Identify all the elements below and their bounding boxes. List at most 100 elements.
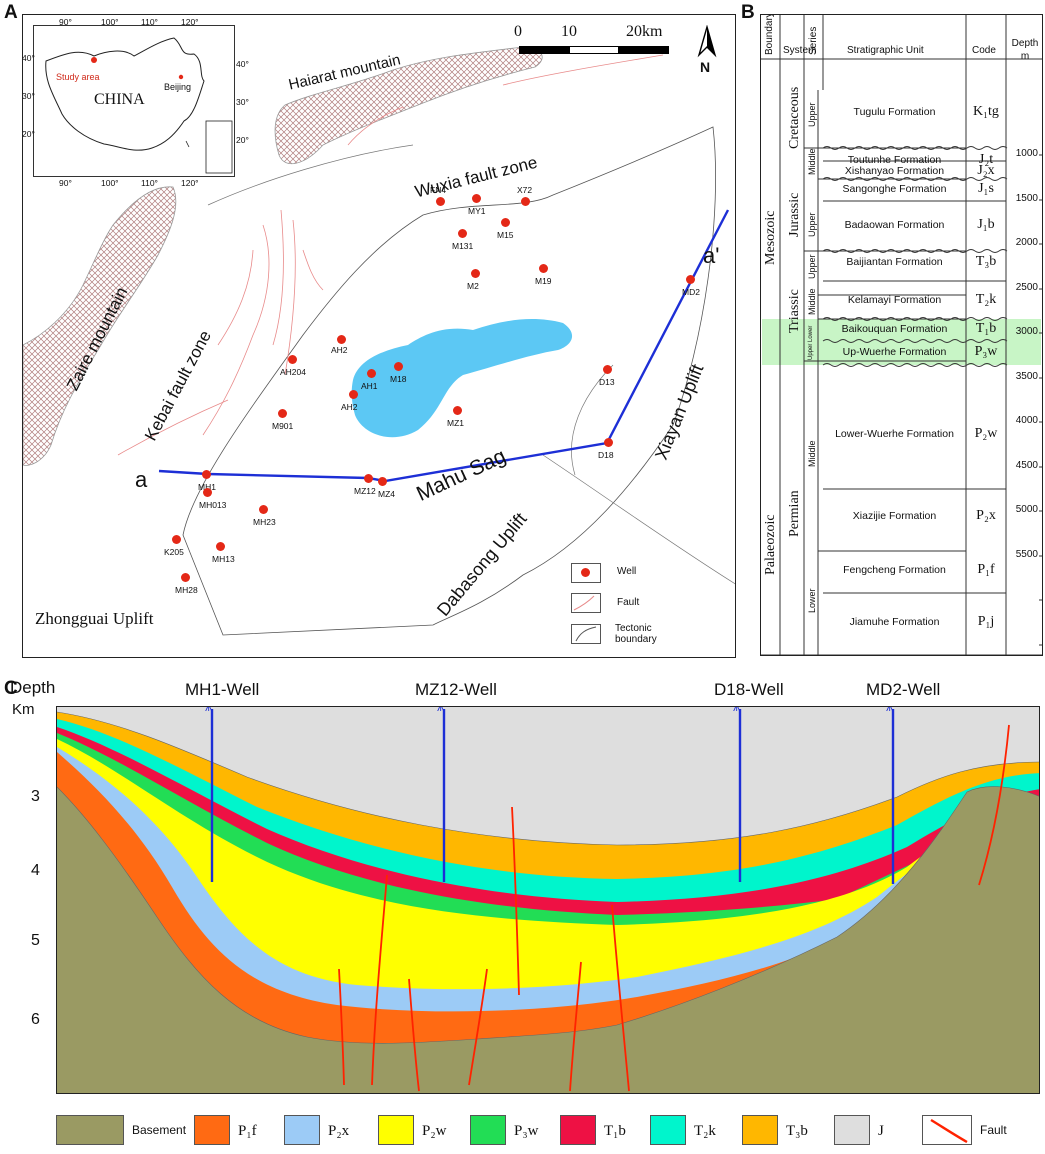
depth-label: 2000 xyxy=(1015,237,1038,248)
well-marker xyxy=(686,275,695,284)
panel-label-a: A xyxy=(4,2,18,23)
inset-lon-bottom-1: 90° xyxy=(59,178,72,188)
derrick-icon-mz12: ⩚ xyxy=(437,706,445,714)
section-legend: Basement P₁f P₂x P₂w P₃w T₁b T₂k T₃b J Fault xyxy=(56,1113,1040,1149)
series-triassic-middle: Middle xyxy=(807,288,817,315)
depth-label: 3000 xyxy=(1015,326,1038,337)
well-marker xyxy=(472,194,481,203)
legend-label: P₂w xyxy=(422,1123,447,1139)
well-marker xyxy=(181,573,190,582)
well-label: M19 xyxy=(535,276,552,286)
well-label: D18 xyxy=(598,450,614,460)
inset-lat-right-1: 40° xyxy=(236,59,249,69)
cross-section-canvas xyxy=(57,707,1039,1093)
well-dot-icon xyxy=(581,568,590,577)
zaire-mountain-area xyxy=(23,186,177,466)
stratigraphic-column: Boundary System Series Stratigraphic Uni… xyxy=(760,14,1043,656)
inset-study-area-label: Study area xyxy=(56,72,100,82)
well-title-mz12: MZ12-Well xyxy=(415,680,497,699)
cross-section-panel: ⩚ ⩚ ⩚ ⩚ xyxy=(56,706,1040,1094)
series-triassic-lower: Lower xyxy=(808,325,814,342)
inset-lon-bottom-3: 110° xyxy=(141,178,158,188)
legend-fault-swatch xyxy=(571,593,601,613)
well-label: AH204 xyxy=(280,367,306,377)
system-triassic: Triassic xyxy=(787,289,802,333)
unit-name: Xiazijie Formation xyxy=(852,510,937,522)
unit-name: Toutunhe Formation xyxy=(847,154,942,166)
depth-label: 4500 xyxy=(1015,460,1038,471)
legend-label: T₂k xyxy=(694,1123,716,1139)
unit-code: T₂k xyxy=(975,292,997,307)
legend-swatch xyxy=(650,1115,686,1145)
boundary-mesozoic: Mesozoic xyxy=(763,210,778,265)
legend-swatch xyxy=(742,1115,778,1145)
depth-label: 5000 xyxy=(1015,504,1038,515)
well-marker xyxy=(367,369,376,378)
header-code: Code xyxy=(972,45,996,56)
boundary-palaeozoic: Palaeozoic xyxy=(763,514,778,575)
series-permian-middle: Middle xyxy=(807,440,817,467)
scale-bar-black xyxy=(519,46,569,54)
section-axis-title-km: Km xyxy=(12,701,35,718)
series-jurassic-middle: Middle xyxy=(807,148,817,175)
haiarat-mountain-area xyxy=(274,46,543,165)
scale-label-20: 20km xyxy=(626,23,663,40)
well-title-d18: D18-Well xyxy=(714,680,784,699)
unit-code: P₁f xyxy=(977,562,995,577)
unit-code: J₁s xyxy=(978,181,994,196)
section-tick-4: 4 xyxy=(31,862,40,879)
depth-label: 2500 xyxy=(1015,282,1038,293)
well-label: MH28 xyxy=(175,585,198,595)
fault-lines xyxy=(117,54,664,456)
well-marker xyxy=(603,365,612,374)
legend-label: P₂x xyxy=(328,1123,350,1139)
north-arrow-icon xyxy=(697,25,717,58)
well-marker xyxy=(394,362,403,371)
unit-name: Xishanyao Formation xyxy=(844,165,945,177)
section-axis-title-depth: Depth xyxy=(10,678,56,697)
well-marker xyxy=(378,477,387,486)
well-label: FN4 xyxy=(430,185,447,195)
map-panel: CHINA Study area Beijing 90° 100° 110° 1… xyxy=(22,14,736,658)
inset-lon-top-4: 120° xyxy=(181,17,199,27)
unit-name: Kelamayi Formation xyxy=(847,294,942,306)
legend-swatch xyxy=(560,1115,596,1145)
header-stratigraphic-unit: Stratigraphic Unit xyxy=(847,45,924,56)
section-end-a-prime: a' xyxy=(703,243,720,268)
derrick-icon-md2: ⩚ xyxy=(886,706,894,714)
inset-lat-left-1: 40° xyxy=(22,53,35,63)
unit-code: J₂x xyxy=(977,163,995,178)
derrick-icon-mh1: ⩚ xyxy=(205,706,213,714)
layer-basement xyxy=(57,786,1039,1093)
section-faults xyxy=(338,724,1010,1092)
unit-code: J₁b xyxy=(977,217,995,232)
well-marker xyxy=(436,197,445,206)
header-depth: Depth m xyxy=(1011,38,1039,62)
panel-label-b: B xyxy=(741,2,755,23)
depth-label: 1000 xyxy=(1015,148,1038,159)
well-label: MZ1 xyxy=(447,418,464,428)
well-label: M18 xyxy=(390,374,407,384)
well-label: M131 xyxy=(452,241,474,251)
legend-tectonic-swatch xyxy=(571,624,601,644)
inset-lat-right-2: 30° xyxy=(236,97,249,107)
well-marker xyxy=(364,474,373,483)
unit-name: Sangonghe Formation xyxy=(842,183,947,195)
inset-lat-left-3: 20° xyxy=(22,129,35,139)
series-permian-upper: Upper xyxy=(808,343,814,360)
legend-swatch xyxy=(284,1115,320,1145)
well-marker xyxy=(453,406,462,415)
well-marker xyxy=(337,335,346,344)
unit-name: Fengcheng Formation xyxy=(843,564,946,576)
well-marker xyxy=(202,470,211,479)
panel-label-c: C xyxy=(4,678,18,699)
legend-label: P₁f xyxy=(238,1123,257,1139)
well-label: MZ4 xyxy=(378,489,395,499)
well-title-md2: MD2-Well xyxy=(866,680,941,699)
header-boundary: Boundary xyxy=(764,14,775,55)
legend-swatch xyxy=(470,1115,506,1145)
scale-label-10: 10 xyxy=(561,23,577,40)
legend-swatch xyxy=(378,1115,414,1145)
legend-swatch xyxy=(922,1115,972,1145)
legend-label: P₃w xyxy=(514,1123,539,1139)
